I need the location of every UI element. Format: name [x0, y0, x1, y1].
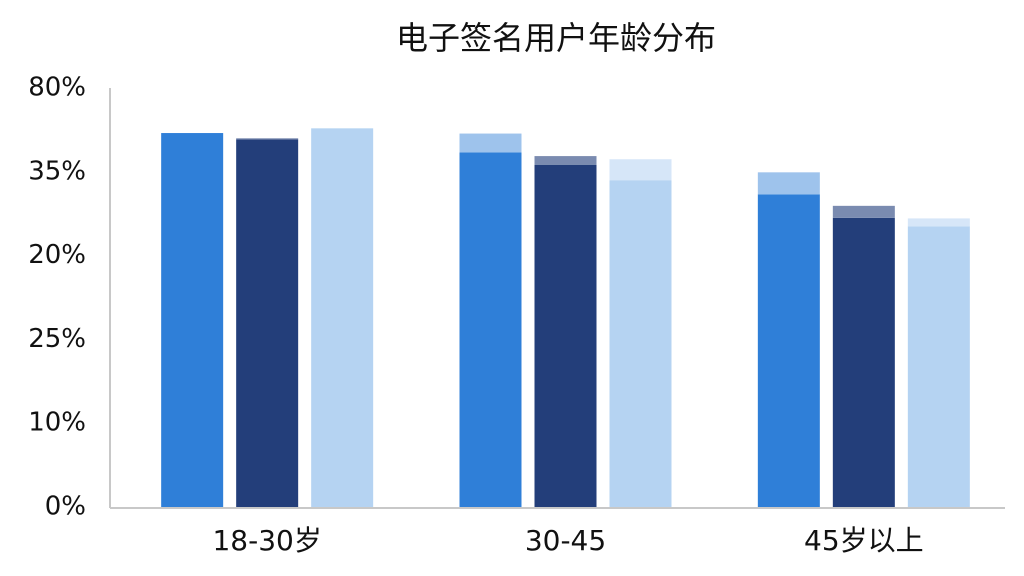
bar — [236, 139, 299, 507]
bar-segment — [907, 218, 970, 227]
y-tick-label: 35% — [28, 156, 86, 186]
y-tick-label: 10% — [28, 408, 86, 438]
bar-segment — [832, 205, 895, 218]
bar — [161, 133, 224, 508]
bar-segment — [236, 138, 299, 140]
y-tick-label: 20% — [28, 240, 86, 270]
y-tick-label: 80% — [28, 73, 86, 103]
bar — [534, 164, 597, 507]
bar — [609, 180, 672, 507]
bar — [907, 226, 970, 507]
bar-segment — [534, 156, 597, 165]
x-tick-label: 45岁以上 — [804, 524, 924, 557]
x-tick-label: 30-45 — [525, 524, 606, 557]
bar — [459, 152, 522, 507]
bar-segment — [609, 159, 672, 181]
chart-title: 电子签名用户年龄分布 — [396, 19, 716, 57]
x-tick-label: 18-30岁 — [212, 524, 321, 557]
bar — [757, 194, 820, 508]
bar-segment — [757, 172, 820, 195]
bar-segment — [459, 133, 522, 153]
y-tick-label: 25% — [28, 324, 86, 354]
bar — [311, 128, 374, 508]
bar — [832, 217, 895, 507]
y-tick-label: 0% — [45, 492, 86, 522]
